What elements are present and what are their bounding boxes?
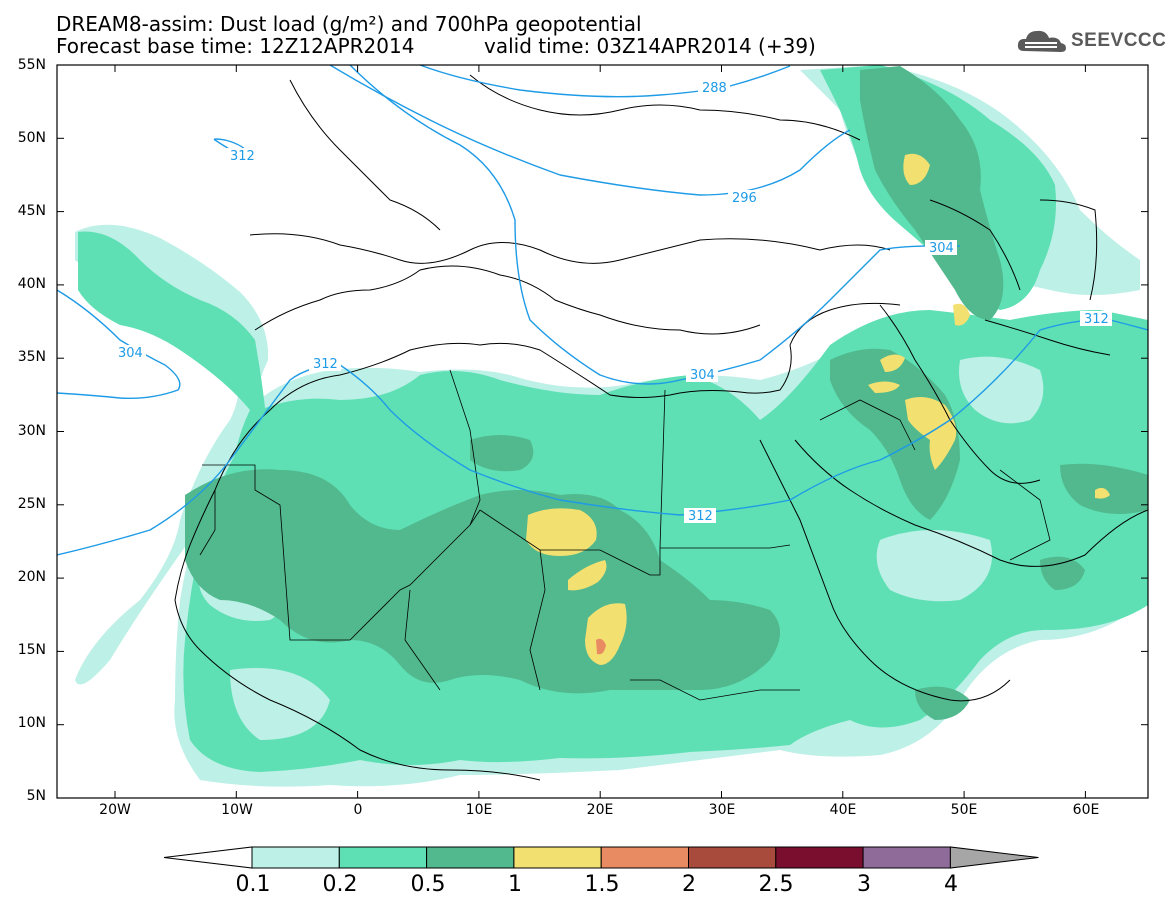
- colorbar-arrow-low: [163, 846, 253, 869]
- lon-label: 50E: [950, 802, 978, 818]
- contour-label: 288: [702, 81, 727, 96]
- colorbar-label: 2: [682, 872, 696, 897]
- contour-label: 304: [118, 346, 143, 361]
- lon-label: 20E: [586, 802, 614, 818]
- contour-label: 296: [732, 191, 757, 206]
- colorbar-label: 3: [857, 872, 871, 897]
- lat-label: 25N: [17, 496, 46, 512]
- lat-label: 45N: [17, 203, 46, 219]
- colorbar-box: [862, 846, 951, 869]
- lon-label: 20W: [99, 802, 131, 818]
- colorbar: [163, 846, 1039, 869]
- contour-labels: 288 296 304 312 312 304 312 304 312: [114, 80, 1112, 524]
- lat-label: 10N: [17, 715, 46, 731]
- lat-label: 20N: [17, 569, 46, 585]
- lon-label: 30E: [708, 802, 736, 818]
- contour-label: 304: [690, 368, 715, 383]
- contour-288: [419, 65, 791, 98]
- colorbar-box: [513, 846, 602, 869]
- lat-label: 40N: [17, 276, 46, 292]
- colorbar-box: [251, 846, 340, 869]
- contour-label: 312: [313, 357, 338, 372]
- axis-ticks: [57, 64, 1148, 799]
- map-title: DREAM8-assim: Dust load (g/m²) and 700hP…: [56, 12, 642, 36]
- forecast-base-time: Forecast base time: 12Z12APR2014: [56, 34, 415, 58]
- colorbar-box: [775, 846, 864, 869]
- contour-304b: [57, 289, 181, 400]
- contour-312b: [57, 319, 1148, 556]
- lat-label: 35N: [17, 349, 46, 365]
- lon-label: 10E: [465, 802, 493, 818]
- country-borders: [199, 369, 1051, 701]
- contour-304a: [349, 65, 961, 385]
- coastlines: [174, 74, 1148, 781]
- colorbar-arrow-high: [949, 846, 1039, 869]
- lon-label: 0: [353, 802, 363, 818]
- contour-label: 312: [688, 509, 713, 524]
- contour-label: 312: [230, 149, 255, 164]
- lat-label: 15N: [17, 642, 46, 658]
- lon-label: 40E: [829, 802, 857, 818]
- lon-label: 10W: [221, 802, 253, 818]
- colorbar-label: 0.2: [322, 872, 358, 897]
- colorbar-box: [426, 846, 515, 869]
- contour-296: [329, 65, 851, 196]
- colorbar-label: 0.1: [235, 872, 271, 897]
- geopotential-contours: [57, 65, 1148, 556]
- dust-load-field: [75, 65, 1148, 787]
- colorbar-label: 2.5: [758, 872, 794, 897]
- contour-label: 312: [1084, 312, 1109, 327]
- lat-label: 55N: [17, 57, 46, 73]
- colorbar-box: [600, 846, 690, 869]
- lat-label: 30N: [17, 423, 46, 439]
- logo-text: SEEVCCC: [1071, 30, 1165, 51]
- colorbar-box: [688, 846, 777, 869]
- logo: SEEVCCC: [1016, 26, 1165, 56]
- colorbar-label: 0.5: [410, 872, 446, 897]
- lon-label: 60E: [1072, 802, 1100, 818]
- valid-time: valid time: 03Z14APR2014 (+39): [484, 34, 816, 58]
- contour-label: 304: [929, 241, 954, 256]
- colorbar-label: 4: [944, 872, 958, 897]
- colorbar-box: [338, 846, 428, 869]
- colorbar-label: 1.5: [584, 872, 620, 897]
- colorbar-label: 1: [508, 872, 522, 897]
- cloud-logo-icon: [1017, 30, 1066, 52]
- lat-label: 50N: [17, 130, 46, 146]
- lat-label: 5N: [26, 788, 46, 804]
